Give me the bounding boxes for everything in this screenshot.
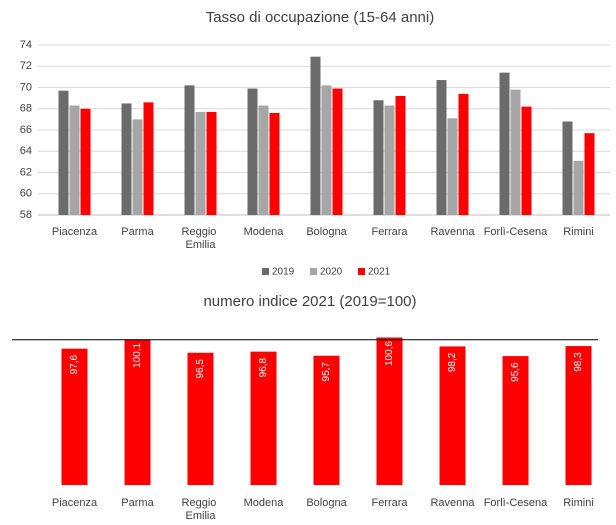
bar (313, 355, 340, 485)
bar (184, 85, 195, 215)
x-tick-label: Reggio Emilia (182, 497, 220, 522)
value-label: 96,8 (258, 357, 269, 377)
x-tick-label: Bologna (306, 497, 347, 509)
y-tick-label: 68 (20, 103, 32, 115)
chart-title: Tasso di occupazione (15-64 anni) (206, 9, 434, 26)
bar (124, 339, 151, 485)
bar (332, 88, 343, 215)
bar (562, 121, 573, 215)
legend-swatch (262, 268, 269, 275)
bar (373, 100, 384, 215)
bar (258, 105, 269, 215)
bar (458, 93, 469, 215)
bar (247, 88, 258, 215)
y-tick-label: 66 (20, 124, 32, 136)
value-label: 100,6 (384, 341, 395, 366)
bar (384, 105, 395, 215)
x-tick-label: Ferrara (371, 226, 408, 238)
bar (61, 348, 88, 485)
bar (521, 106, 532, 215)
x-tick-label: Ravenna (430, 497, 475, 509)
bar (69, 105, 80, 215)
x-tick-label: Forlì-Cesena (484, 226, 548, 238)
x-tick-label: Forlì-Cesena (484, 497, 548, 509)
x-tick-label: Modena (244, 497, 285, 509)
legend-label: 2021 (368, 267, 391, 278)
bar (584, 133, 595, 215)
value-label: 98,3 (573, 352, 584, 372)
legend-swatch (358, 268, 365, 275)
bar (321, 85, 332, 215)
legend-label: 2019 (272, 267, 295, 278)
x-tick-label: Ravenna (430, 226, 475, 238)
value-label: 96,5 (195, 359, 206, 379)
y-tick-label: 70 (20, 81, 32, 93)
value-label: 98,2 (447, 352, 458, 372)
x-tick-label: Parma (121, 226, 154, 238)
bar (310, 56, 321, 215)
x-tick-label: Reggio Emilia (182, 226, 220, 251)
bar (58, 90, 69, 215)
bar (206, 111, 217, 215)
bar (436, 80, 447, 215)
bar (195, 111, 206, 215)
value-label: 97,6 (69, 354, 80, 374)
y-tick-label: 64 (20, 145, 32, 157)
bar (121, 103, 132, 215)
bar (502, 356, 529, 485)
bar (376, 337, 403, 485)
x-tick-label: Modena (244, 226, 285, 238)
x-tick-label: Bologna (306, 226, 347, 238)
y-tick-label: 58 (20, 209, 32, 221)
y-tick-label: 72 (20, 60, 32, 72)
bar (499, 72, 510, 215)
value-label: 95,7 (321, 362, 332, 382)
legend-label: 2020 (320, 267, 343, 278)
bar (447, 118, 458, 215)
bar (187, 352, 214, 485)
bar (510, 89, 521, 215)
value-label: 100,1 (132, 342, 143, 367)
x-tick-label: Piacenza (52, 226, 98, 238)
bar (80, 108, 91, 215)
bar (143, 102, 154, 215)
x-tick-label: Piacenza (52, 497, 98, 509)
bar (250, 351, 277, 485)
bar (269, 113, 280, 215)
bar (573, 160, 584, 215)
x-tick-label: Rimini (563, 226, 594, 238)
x-tick-label: Ferrara (371, 497, 408, 509)
bar (132, 119, 143, 215)
chart-title: numero indice 2021 (2019=100) (203, 293, 416, 310)
y-tick-label: 62 (20, 166, 32, 178)
bar (395, 96, 406, 215)
value-label: 95,6 (510, 362, 521, 382)
bar (439, 346, 466, 485)
legend-swatch (310, 268, 317, 275)
x-tick-label: Rimini (563, 497, 594, 509)
y-tick-label: 60 (20, 188, 32, 200)
x-tick-label: Parma (121, 497, 154, 509)
y-tick-label: 74 (20, 39, 32, 51)
bar (565, 346, 592, 485)
